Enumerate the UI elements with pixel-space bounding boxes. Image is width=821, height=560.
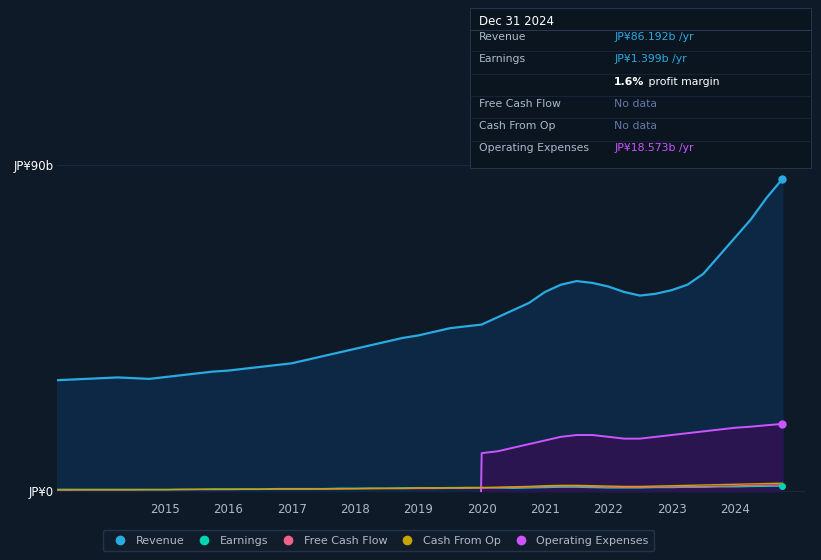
Text: Dec 31 2024: Dec 31 2024 [479,15,553,28]
Text: Earnings: Earnings [479,54,525,64]
Text: Free Cash Flow: Free Cash Flow [479,99,561,109]
Text: JP¥1.399b /yr: JP¥1.399b /yr [614,54,686,64]
Text: JP¥18.573b /yr: JP¥18.573b /yr [614,143,694,153]
Text: Cash From Op: Cash From Op [479,121,555,131]
Legend: Revenue, Earnings, Free Cash Flow, Cash From Op, Operating Expenses: Revenue, Earnings, Free Cash Flow, Cash … [103,530,654,551]
Text: No data: No data [614,99,657,109]
Text: No data: No data [614,121,657,131]
Text: profit margin: profit margin [645,77,720,87]
Text: Revenue: Revenue [479,32,526,42]
Text: JP¥86.192b /yr: JP¥86.192b /yr [614,32,694,42]
Text: 1.6%: 1.6% [614,77,644,87]
Text: Operating Expenses: Operating Expenses [479,143,589,153]
